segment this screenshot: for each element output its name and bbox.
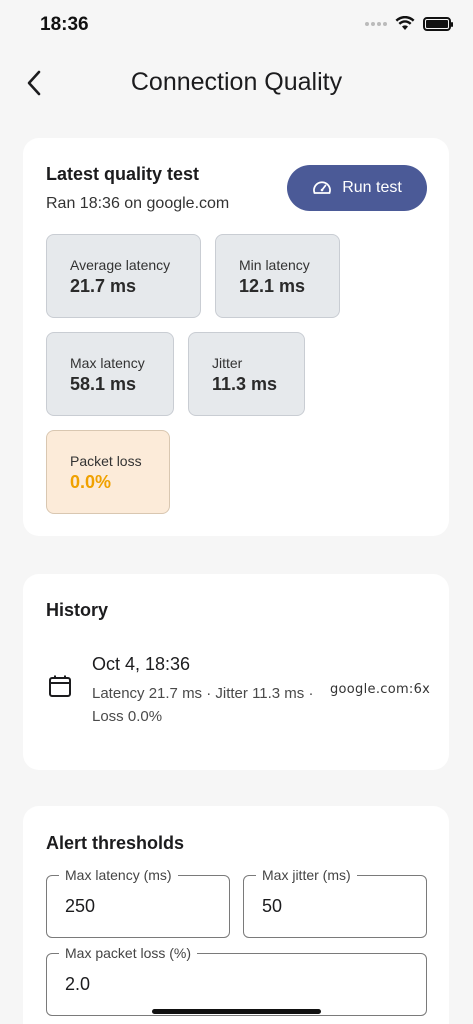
calendar-icon <box>49 675 71 697</box>
metric-value: 58.1 ms <box>70 374 137 394</box>
latest-test-title: Latest quality test <box>46 164 200 184</box>
chevron-left-icon <box>27 70 41 96</box>
max-jitter-field[interactable]: Max jitter (ms) <box>243 866 427 938</box>
status-icons <box>365 16 453 31</box>
nav-bar: Connection Quality <box>0 58 473 108</box>
metric-label: Min latency <box>239 257 310 273</box>
home-indicator <box>152 1009 321 1014</box>
max-jitter-input[interactable] <box>262 896 402 917</box>
max-latency-field[interactable]: Max latency (ms) <box>46 866 230 938</box>
run-test-button[interactable]: Run test <box>287 165 427 211</box>
run-test-label: Run test <box>342 179 402 196</box>
max-packet-loss-field[interactable]: Max packet loss (%) <box>46 944 427 1016</box>
max-packet-loss-input[interactable] <box>65 974 205 995</box>
metric-average-latency: Average latency 21.7 ms <box>46 234 201 318</box>
metric-min-latency: Min latency 12.1 ms <box>215 234 340 318</box>
metric-label: Max latency <box>70 355 145 371</box>
alert-thresholds-title: Alert thresholds <box>46 833 185 853</box>
field-label: Max jitter (ms) <box>256 866 357 884</box>
cellular-signal-icon <box>365 21 387 26</box>
metric-value: 11.3 ms <box>212 374 278 394</box>
wifi-icon <box>395 16 415 30</box>
max-latency-input[interactable] <box>65 896 205 917</box>
page-title: Connection Quality <box>130 68 343 96</box>
metric-jitter: Jitter 11.3 ms <box>188 332 305 416</box>
history-detail: Latency 21.7 ms · Jitter 11.3 ms · Loss … <box>92 685 314 725</box>
history-title: History <box>46 600 109 620</box>
battery-icon <box>423 16 453 31</box>
latest-test-subtitle: Ran 18:36 on google.com <box>46 195 230 212</box>
metric-max-latency: Max latency 58.1 ms <box>46 332 174 416</box>
field-label: Max packet loss (%) <box>59 944 198 962</box>
metric-value: 0.0% <box>70 472 112 492</box>
metric-value: 21.7 ms <box>70 276 137 296</box>
alert-thresholds-card: Alert thresholds Max latency (ms) Max ji… <box>23 806 449 1024</box>
metric-label: Packet loss <box>70 453 142 469</box>
status-time: 18:36 <box>40 14 89 35</box>
metric-value: 12.1 ms <box>239 276 306 296</box>
back-button[interactable] <box>18 66 50 100</box>
metric-label: Average latency <box>70 257 171 273</box>
history-card: History Oct 4, 18:36 Latency 21.7 ms · J… <box>23 574 449 770</box>
speedometer-icon <box>313 181 332 194</box>
metric-packet-loss: Packet loss 0.0% <box>46 430 170 514</box>
status-bar: 18:36 <box>0 0 473 52</box>
history-host: google.com:6x <box>330 682 431 697</box>
latest-test-card: Latest quality test Ran 18:36 on google.… <box>23 138 449 536</box>
field-label: Max latency (ms) <box>59 866 178 884</box>
metric-label: Jitter <box>212 355 243 371</box>
history-item[interactable]: Oct 4, 18:36 Latency 21.7 ms · Jitter 11… <box>46 654 436 725</box>
history-date: Oct 4, 18:36 <box>92 654 191 674</box>
